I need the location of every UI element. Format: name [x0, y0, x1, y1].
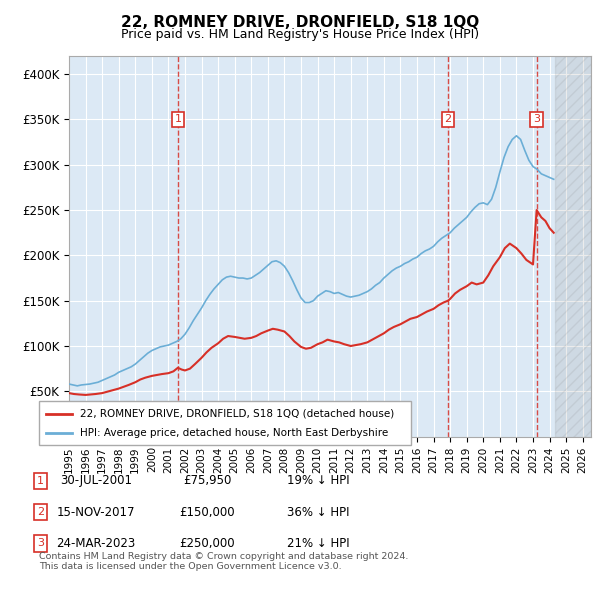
FancyBboxPatch shape [39, 401, 411, 445]
Text: £150,000: £150,000 [179, 506, 235, 519]
Text: 3: 3 [37, 539, 44, 548]
Text: Contains HM Land Registry data © Crown copyright and database right 2024.
This d: Contains HM Land Registry data © Crown c… [39, 552, 409, 571]
Bar [554, 56, 591, 437]
Text: £75,950: £75,950 [183, 474, 231, 487]
Text: 1: 1 [37, 476, 44, 486]
Text: 24-MAR-2023: 24-MAR-2023 [56, 537, 136, 550]
Text: 2: 2 [445, 114, 452, 124]
Text: 1: 1 [175, 114, 181, 124]
Text: £250,000: £250,000 [179, 537, 235, 550]
Text: 19% ↓ HPI: 19% ↓ HPI [287, 474, 349, 487]
Text: 3: 3 [533, 114, 540, 124]
Text: 15-NOV-2017: 15-NOV-2017 [57, 506, 135, 519]
Text: 22, ROMNEY DRIVE, DRONFIELD, S18 1QQ (detached house): 22, ROMNEY DRIVE, DRONFIELD, S18 1QQ (de… [80, 409, 394, 418]
Text: 36% ↓ HPI: 36% ↓ HPI [287, 506, 349, 519]
Text: Price paid vs. HM Land Registry's House Price Index (HPI): Price paid vs. HM Land Registry's House … [121, 28, 479, 41]
Text: 22, ROMNEY DRIVE, DRONFIELD, S18 1QQ: 22, ROMNEY DRIVE, DRONFIELD, S18 1QQ [121, 15, 479, 30]
Text: 21% ↓ HPI: 21% ↓ HPI [287, 537, 349, 550]
Text: 2: 2 [37, 507, 44, 517]
Text: HPI: Average price, detached house, North East Derbyshire: HPI: Average price, detached house, Nort… [80, 428, 388, 438]
Text: 30-JUL-2001: 30-JUL-2001 [60, 474, 132, 487]
